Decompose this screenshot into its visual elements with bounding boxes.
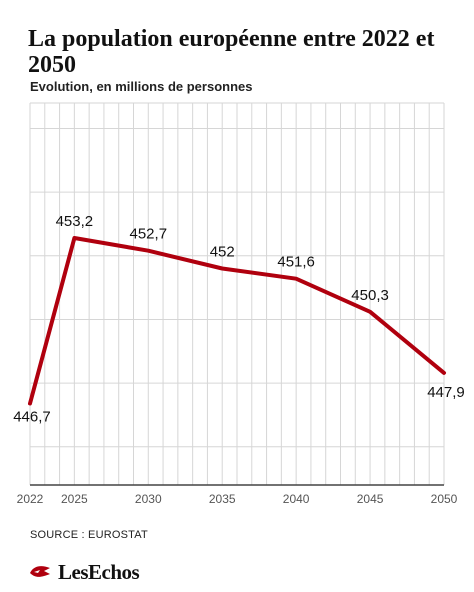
x-tick-label: 2025 bbox=[61, 492, 88, 506]
bird-icon bbox=[30, 565, 50, 577]
chart-grid bbox=[29, 102, 445, 486]
source-note: SOURCE : EUROSTAT bbox=[30, 529, 148, 541]
chart-subtitle: Evolution, en millions de personnes bbox=[30, 79, 253, 94]
data-label: 452 bbox=[210, 244, 235, 261]
data-label: 446,7 bbox=[13, 409, 51, 426]
data-label: 451,6 bbox=[277, 254, 315, 271]
data-label: 453,2 bbox=[56, 213, 94, 230]
series-layer bbox=[28, 236, 446, 406]
x-tick-label: 2030 bbox=[135, 492, 162, 506]
x-axis-ticks: 2022 2025 2030 2035 2040 2045 2050 bbox=[17, 492, 458, 506]
x-tick-label: 2022 bbox=[17, 492, 44, 506]
data-label: 447,9 bbox=[427, 384, 465, 401]
brand-name: LesEchos bbox=[58, 560, 140, 584]
data-label: 452,7 bbox=[130, 226, 168, 243]
x-tick-label: 2050 bbox=[431, 492, 458, 506]
chart-title: La population européenne entre 2022 et 2… bbox=[28, 26, 435, 78]
x-tick-label: 2045 bbox=[357, 492, 384, 506]
series-line bbox=[28, 236, 446, 406]
les-echos-logo: LesEchos bbox=[28, 560, 140, 585]
x-tick-label: 2040 bbox=[283, 492, 310, 506]
x-tick-label: 2035 bbox=[209, 492, 236, 506]
data-label: 450,3 bbox=[351, 287, 389, 304]
data-labels: 446,7 453,2 452,7 452 451,6 450,3 447,9 bbox=[13, 213, 465, 426]
